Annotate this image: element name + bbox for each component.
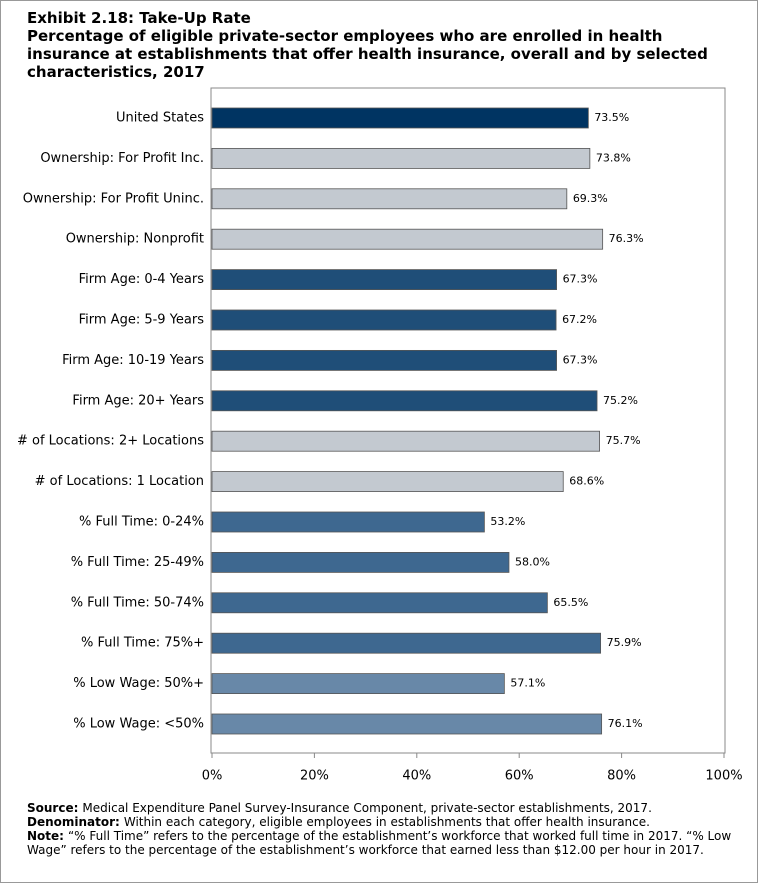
value-label: 65.5%: [553, 596, 588, 609]
category-label: % Low Wage: 50%+: [73, 676, 204, 691]
category-label: Ownership: Nonprofit: [66, 232, 204, 247]
bar: [211, 188, 568, 210]
value-label: 68.6%: [569, 475, 604, 488]
bar: [211, 390, 598, 412]
category-label: Ownership: For Profit Uninc.: [23, 191, 204, 206]
category-label: Firm Age: 5-9 Years: [79, 313, 205, 328]
x-tick-label: 40%: [402, 769, 431, 784]
value-label: 76.1%: [608, 717, 643, 730]
category-label: Ownership: For Profit Inc.: [40, 151, 204, 166]
note: Source: Medical Expenditure Panel Survey-…: [27, 801, 742, 815]
category-label: Firm Age: 20+ Years: [72, 393, 204, 408]
note-label: Denominator:: [27, 815, 120, 829]
category-label: Firm Age: 10-19 Years: [62, 353, 204, 368]
note-label: Note:: [27, 829, 64, 843]
bar: [211, 349, 557, 371]
bar: [211, 147, 591, 169]
x-tick-label: 20%: [300, 769, 329, 784]
value-label: 57.1%: [510, 677, 545, 690]
category-label: % Full Time: 50-74%: [71, 595, 204, 610]
category-label: % Full Time: 75%+: [81, 636, 204, 651]
bar: [211, 511, 485, 533]
value-label: 75.7%: [606, 434, 641, 447]
note-text: Medical Expenditure Panel Survey-Insuran…: [82, 801, 652, 815]
category-label: % Full Time: 0-24%: [79, 515, 204, 530]
value-label: 67.2%: [562, 313, 597, 326]
chart: 0% 20% 40% 60% 80% 100% United States 73.5% Owne…: [17, 87, 743, 784]
category-label: % Low Wage: <50%: [73, 717, 204, 732]
value-label: 67.3%: [563, 353, 598, 366]
x-tick-label: 0%: [202, 769, 223, 784]
bar: [211, 309, 557, 331]
value-label: 67.3%: [563, 273, 598, 286]
bar: [211, 430, 600, 452]
bar: [211, 632, 602, 654]
note-label: Source:: [27, 801, 79, 815]
bar: [211, 471, 564, 493]
x-tick-label: 80%: [607, 769, 636, 784]
value-label: 73.8%: [596, 151, 631, 164]
category-label: Firm Age: 0-4 Years: [79, 272, 205, 287]
value-label: 73.5%: [594, 111, 629, 124]
bar: [211, 713, 603, 735]
category-label: # of Locations: 1 Location: [35, 474, 204, 489]
x-tick-label: 100%: [705, 769, 742, 784]
category-label: United States: [116, 111, 204, 126]
bar: [211, 673, 505, 694]
chart-title: Exhibit 2.18: Take-Up Rate: [27, 9, 251, 27]
category-label: % Full Time: 25-49%: [71, 555, 204, 570]
bar: [211, 269, 557, 291]
plot-frame: [210, 87, 726, 754]
bar: [211, 592, 548, 614]
bar: [211, 228, 604, 250]
value-label: 69.3%: [573, 192, 608, 205]
value-label: 75.2%: [603, 394, 638, 407]
category-label: # of Locations: 2+ Locations: [17, 434, 204, 449]
x-tick-label: 60%: [505, 769, 534, 784]
notes: Source: Medical Expenditure Panel Survey-…: [27, 801, 742, 857]
value-label: 76.3%: [609, 232, 644, 245]
value-label: 53.2%: [490, 515, 525, 528]
value-label: 58.0%: [515, 555, 550, 568]
bar: [211, 552, 510, 573]
chart-subtitle: Percentage of eligible private-sector em…: [27, 27, 708, 81]
bar: [211, 107, 589, 129]
note-text: “% Full Time” refers to the percentage o…: [27, 829, 732, 857]
note: Note: “% Full Time” refers to the percent…: [27, 829, 742, 857]
value-label: 75.9%: [607, 636, 642, 649]
note-text: Within each category, eligible employees…: [123, 815, 650, 829]
note: Denominator: Within each category, eligib…: [27, 815, 742, 829]
